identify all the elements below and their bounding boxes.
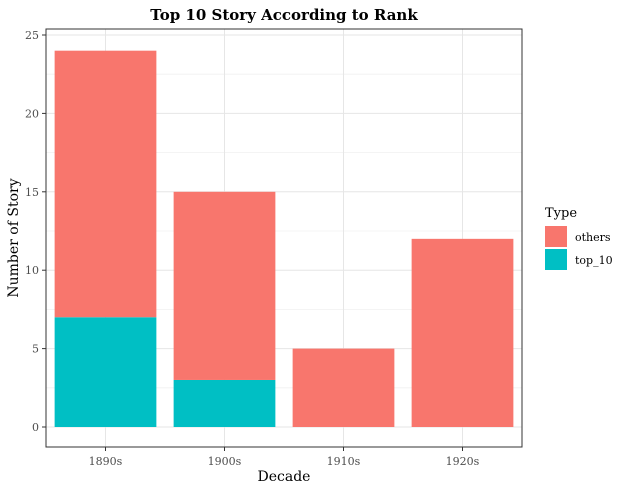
y-tick-label: 5 xyxy=(32,343,39,356)
x-tick-label: 1900s xyxy=(208,455,242,468)
x-tick-label: 1910s xyxy=(327,455,361,468)
legend-title: Type xyxy=(545,206,577,221)
chart-title: Top 10 Story According to Rank xyxy=(150,6,418,24)
panel-border xyxy=(45,28,523,448)
bar-others-1920s xyxy=(411,238,514,427)
y-axis-ticks: 0 5 10 15 20 25 xyxy=(25,29,46,434)
y-tick-label: 15 xyxy=(25,186,39,199)
bar-others-1890s xyxy=(54,50,157,318)
y-tick-label: 0 xyxy=(32,421,39,434)
y-axis-label: Number of Story xyxy=(6,178,22,297)
bar-others-1910s xyxy=(292,348,395,427)
bar-others-1900s xyxy=(173,191,276,380)
legend-label-others: others xyxy=(575,231,611,244)
y-tick-label: 25 xyxy=(25,29,39,42)
bar-top_10-1890s xyxy=(54,317,157,427)
x-axis-label: Decade xyxy=(258,469,311,485)
y-tick-label: 10 xyxy=(25,264,39,277)
legend-key-others xyxy=(545,226,567,247)
legend-key-top_10 xyxy=(545,249,567,270)
legend-label-top_10: top_10 xyxy=(575,254,613,267)
bar-top_10-1900s xyxy=(173,379,276,427)
x-tick-label: 1890s xyxy=(89,455,123,468)
y-tick-label: 20 xyxy=(25,107,39,120)
x-axis-ticks: 1890s 1900s 1910s 1920s xyxy=(89,447,480,468)
x-tick-label: 1920s xyxy=(446,455,480,468)
bars xyxy=(54,50,514,427)
legend: Type others top_10 xyxy=(545,206,613,270)
